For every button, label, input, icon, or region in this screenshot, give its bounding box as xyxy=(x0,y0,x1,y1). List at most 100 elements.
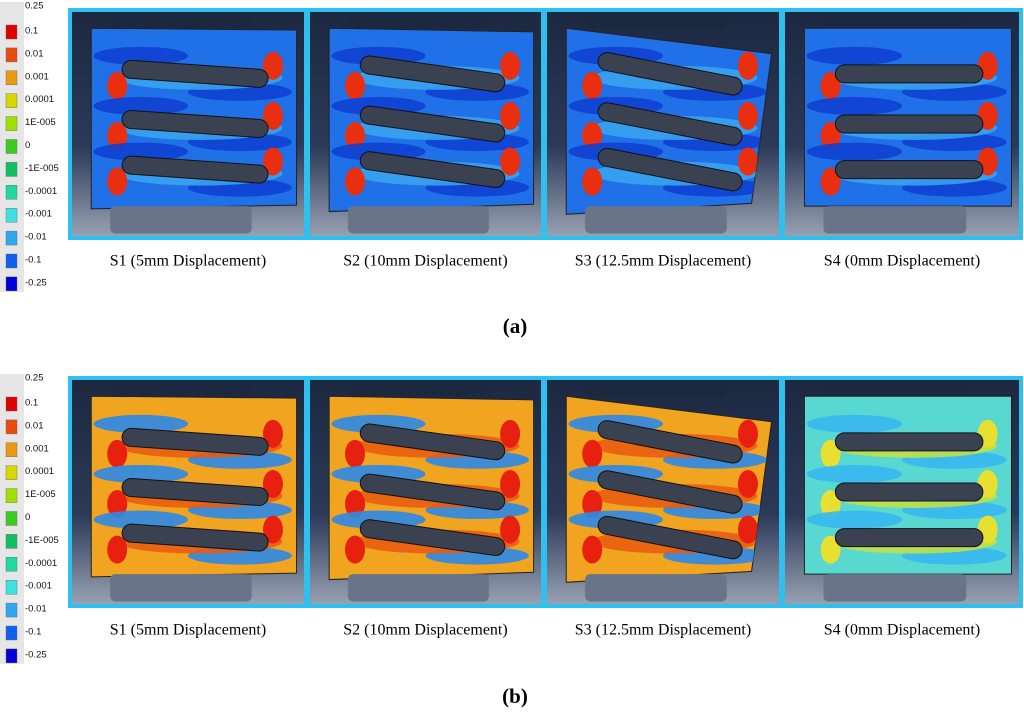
contour-blob xyxy=(806,142,903,161)
legend-swatch xyxy=(5,580,18,595)
slot xyxy=(121,110,269,138)
contour-hotspot xyxy=(107,167,128,196)
contour-hotspot xyxy=(262,419,283,448)
slot xyxy=(359,151,506,188)
notch xyxy=(347,380,489,396)
notch xyxy=(585,12,727,28)
contour-panel xyxy=(306,8,545,240)
contour-hotspot xyxy=(107,490,128,518)
legend-label: 0.0001 xyxy=(25,94,54,105)
legend-swatch xyxy=(5,139,18,154)
legend-label: -0.25 xyxy=(25,649,47,660)
panel-label: (a) xyxy=(503,314,528,338)
slot xyxy=(121,523,269,552)
legend-swatch xyxy=(5,185,18,200)
legend-label: 0 xyxy=(25,512,30,523)
legend-label: -0.001 xyxy=(25,209,52,220)
contour-hotspot xyxy=(345,439,365,468)
legend-label: 0.1 xyxy=(25,398,38,409)
contour-hotspot xyxy=(262,51,283,80)
legend-swatch xyxy=(5,253,18,269)
slot xyxy=(834,114,984,134)
notch xyxy=(823,574,967,602)
slot xyxy=(121,427,269,456)
slot xyxy=(597,102,743,146)
legend-swatch xyxy=(5,24,18,40)
contour-hotspot xyxy=(345,122,365,150)
contour-hotspot xyxy=(737,102,758,130)
panel-caption: S4 (0mm Displacement) xyxy=(824,253,980,270)
contour-panel xyxy=(68,376,308,608)
legend-label: -0.01 xyxy=(25,604,47,615)
slot xyxy=(834,528,984,548)
contour-hotspot xyxy=(500,102,521,130)
contour-hotspot xyxy=(107,122,128,150)
contour-blob xyxy=(93,142,188,161)
slot xyxy=(121,155,269,184)
contour-hotspot xyxy=(107,439,128,468)
contour-hotspot xyxy=(737,515,758,544)
notch xyxy=(347,12,489,28)
contour-blob xyxy=(93,465,188,483)
contour-hotspot xyxy=(262,147,283,176)
contour-hotspot xyxy=(582,71,603,100)
panel-label: (b) xyxy=(502,684,528,708)
contour-panel xyxy=(543,376,783,608)
contour-hotspot xyxy=(820,535,841,564)
contour-panel xyxy=(543,8,783,240)
slot xyxy=(359,105,506,143)
panel-caption: S3 (12.5mm Displacement) xyxy=(575,622,751,639)
legend-swatch xyxy=(5,396,18,412)
contour-hotspot xyxy=(582,167,603,196)
notch xyxy=(585,206,727,234)
slot xyxy=(597,515,743,560)
contour-blob xyxy=(806,465,903,483)
legend-swatch xyxy=(5,557,18,572)
legend-label: -0.01 xyxy=(25,232,47,243)
legend-swatch xyxy=(5,442,18,457)
contour-hotspot xyxy=(345,535,365,564)
legend-label: -0.0001 xyxy=(25,186,57,197)
contour-hotspot xyxy=(262,515,283,544)
contour-panel xyxy=(781,376,1023,608)
legend-label: -0.001 xyxy=(25,581,52,592)
notch xyxy=(585,574,727,602)
legend-swatch xyxy=(5,162,18,177)
contour-hotspot xyxy=(345,71,365,100)
legend-swatch xyxy=(5,419,18,435)
contour-hotspot xyxy=(582,490,603,518)
notch xyxy=(347,206,489,234)
contour-hotspot xyxy=(500,470,521,498)
legend-swatch xyxy=(5,93,18,108)
legend-label: -0.1 xyxy=(25,627,41,638)
contour-blob xyxy=(806,510,903,529)
panel-caption: S4 (0mm Displacement) xyxy=(824,622,980,639)
slot xyxy=(359,423,506,461)
notch xyxy=(110,574,252,602)
contour-hotspot xyxy=(345,167,365,196)
legend-label: 0.1 xyxy=(25,26,38,37)
contour-hotspot xyxy=(262,470,283,498)
contour-hotspot xyxy=(262,102,283,130)
slot xyxy=(834,482,984,502)
legend-label: 0.0001 xyxy=(25,466,54,477)
legend-swatch xyxy=(5,602,18,618)
contour-hotspot xyxy=(582,535,603,564)
legend-label: 0.001 xyxy=(25,71,49,82)
slot xyxy=(121,59,269,88)
legend-swatch xyxy=(5,648,18,664)
notch xyxy=(823,12,967,28)
notch xyxy=(585,380,727,396)
panel-caption: S3 (12.5mm Displacement) xyxy=(575,253,751,270)
contour-blob xyxy=(93,510,188,529)
contour-hotspot xyxy=(820,490,841,518)
legend-swatch xyxy=(5,116,18,131)
contour-hotspot xyxy=(345,490,365,518)
legend-label: -1E-005 xyxy=(25,535,59,546)
slot xyxy=(834,160,984,180)
contour-hotspot xyxy=(737,419,758,448)
contour-hotspot xyxy=(820,167,841,196)
legend-swatch xyxy=(5,207,18,223)
slot xyxy=(359,519,506,556)
